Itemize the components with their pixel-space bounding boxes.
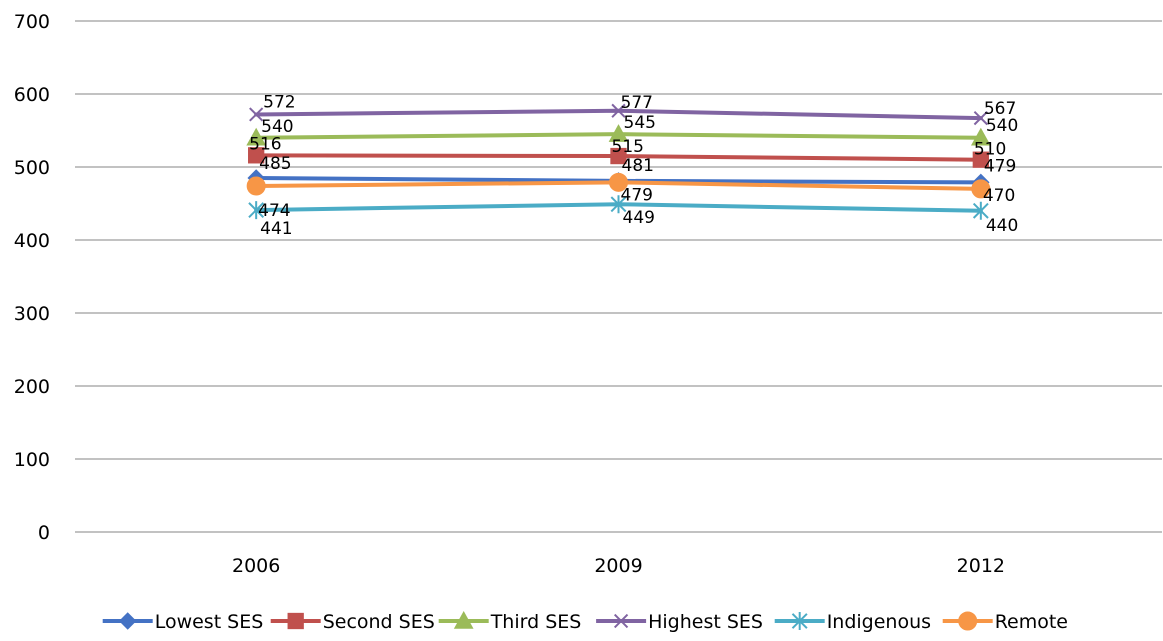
y-tick-label: 100	[14, 449, 50, 471]
series-third-ses	[246, 124, 991, 146]
data-point	[973, 110, 988, 126]
data-label: 470	[983, 186, 1015, 206]
legend-label: Highest SES	[648, 611, 763, 633]
data-label: 441	[260, 219, 292, 239]
data-point	[249, 107, 264, 122]
legend-item-lowest-ses: Lowest SES	[102, 611, 264, 633]
x-tick-label: 2006	[232, 555, 280, 577]
data-label: 567	[984, 99, 1016, 119]
y-tick-label: 500	[14, 157, 50, 179]
data-label: 545	[624, 113, 656, 133]
legend-label: Second SES	[323, 611, 435, 633]
data-label: 449	[623, 208, 655, 228]
data-label: 479	[621, 185, 653, 205]
data-point	[611, 103, 626, 118]
data-label: 485	[259, 154, 291, 174]
legend-marker	[287, 612, 304, 630]
data-label: 540	[986, 116, 1018, 136]
legend-label: Third SES	[490, 611, 582, 633]
data-label: 510	[974, 140, 1006, 160]
data-point	[972, 151, 989, 168]
data-label: 481	[622, 156, 654, 176]
y-tick-label: 200	[14, 376, 50, 398]
data-point	[609, 172, 628, 192]
legend-item-indigenous: Indigenous	[774, 611, 931, 633]
legend-marker	[958, 611, 978, 631]
legend-item-third-ses: Third SES	[438, 610, 582, 633]
series-highest-ses	[249, 103, 988, 126]
data-point	[610, 147, 627, 165]
data-label: 515	[612, 137, 644, 157]
legend-label: Lowest SES	[155, 611, 264, 633]
y-tick-label: 700	[14, 11, 50, 33]
data-label: 540	[261, 117, 293, 137]
gridlines	[75, 20, 1162, 533]
data-point	[608, 124, 629, 142]
data-label: 474	[258, 201, 290, 221]
y-tick-label: 0	[38, 522, 50, 544]
legend-marker	[791, 612, 808, 630]
data-point	[248, 147, 265, 164]
series	[246, 103, 991, 220]
data-point	[610, 195, 627, 214]
series-indigenous	[248, 195, 989, 220]
data-label: 516	[249, 134, 281, 154]
data-label: 479	[984, 156, 1016, 176]
data-point	[246, 127, 267, 146]
data-point	[246, 176, 266, 196]
legend-label: Remote	[995, 611, 1068, 633]
legend-label: Indigenous	[827, 611, 931, 633]
legend-item-highest-ses: Highest SES	[596, 611, 763, 633]
data-point	[970, 127, 991, 146]
y-tick-label: 400	[14, 230, 50, 252]
data-label: 440	[986, 216, 1018, 236]
legend-marker	[118, 612, 137, 630]
series-remote	[246, 172, 991, 199]
series-second-ses	[248, 147, 989, 168]
data-point	[972, 201, 989, 220]
data-point	[971, 179, 991, 199]
legend-marker	[613, 613, 629, 629]
data-label: 572	[263, 92, 295, 112]
x-tick-label: 2009	[594, 555, 642, 577]
x-tick-label: 2012	[957, 555, 1005, 577]
legend: Lowest SES Second SES Third SES Highest SES…	[102, 610, 1068, 633]
y-tick-label: 600	[14, 84, 50, 106]
legend-item-remote: Remote	[942, 611, 1068, 633]
legend-item-second-ses: Second SES	[270, 611, 435, 633]
axes: 0 100 200 300 400 500 600 700 2006 2009 2012	[14, 11, 1005, 577]
y-tick-label: 300	[14, 303, 50, 325]
data-point	[248, 201, 265, 220]
data-label: 577	[621, 93, 653, 113]
legend-marker	[453, 610, 474, 629]
